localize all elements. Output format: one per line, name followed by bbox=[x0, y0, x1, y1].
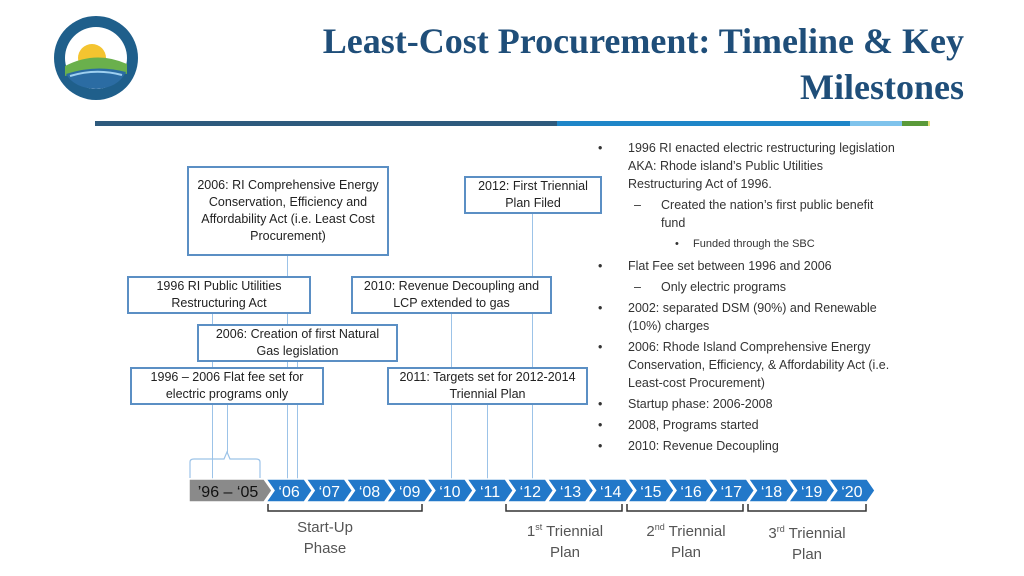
timeline-year-label: ‘16 bbox=[680, 484, 701, 501]
bullet-item: • 2008, Programs started bbox=[598, 418, 759, 432]
phase-label-startup: Start-Up Phase bbox=[297, 519, 353, 557]
timeline-year-label: ‘19 bbox=[801, 484, 822, 501]
timeline-year-label: ‘20 bbox=[841, 484, 862, 501]
sub-bullet-item: – Created the nation’s first public benef… bbox=[634, 198, 874, 230]
timeline-segment-year bbox=[385, 478, 434, 503]
bullet-item: • Flat Fee set between 1996 and 2006 bbox=[598, 259, 832, 273]
bracket-triennial-2 bbox=[626, 504, 744, 512]
timeline-segment-year bbox=[706, 478, 756, 503]
divider-bar-yellow bbox=[928, 121, 930, 126]
milestone-1996-2006-flatfee: 1996 – 2006 Flat fee set for electric pr… bbox=[130, 367, 324, 405]
timeline-year-label: ‘14 bbox=[600, 484, 621, 501]
bracket-1996-2005 bbox=[189, 450, 261, 478]
timeline-segment-1996-2005 bbox=[188, 478, 273, 503]
bullet-item: • 2010: Revenue Decoupling bbox=[598, 439, 779, 453]
bullet-item: • 1996 RI enacted electric restructuring … bbox=[598, 141, 895, 191]
connector-line bbox=[532, 212, 533, 479]
sub-sub-bullet-item: • Funded through the SBC bbox=[675, 238, 815, 250]
timeline-segment-year bbox=[304, 478, 354, 503]
sub-bullet-item: – Only electric programs bbox=[634, 280, 787, 294]
timeline-segment-year bbox=[746, 478, 796, 503]
timeline-year-label: ‘13 bbox=[560, 484, 581, 501]
timeline-year-label: ‘15 bbox=[640, 484, 661, 501]
timeline-segment-year bbox=[666, 478, 716, 503]
timeline-segment-year bbox=[626, 478, 675, 503]
milestone-2006-gas: 2006: Creation of first Natural Gas legi… bbox=[197, 324, 398, 362]
timeline-label-1996-2005: ’96 – ‘05 bbox=[198, 484, 259, 501]
timeline-year-label: ‘18 bbox=[761, 484, 782, 501]
connector-line bbox=[297, 360, 298, 479]
milestone-2011-targets: 2011: Targets set for 2012-2014 Triennia… bbox=[387, 367, 588, 405]
timeline-segment-year bbox=[264, 478, 314, 503]
timeline-segment-year bbox=[465, 478, 515, 503]
bracket-triennial-1 bbox=[505, 504, 623, 512]
page-title: Least-Cost Procurement: Timeline & Key M… bbox=[322, 21, 964, 107]
bracket-startup bbox=[267, 504, 423, 512]
timeline-segment-year bbox=[586, 478, 635, 503]
phase-label-triennial-1: 1st Triennial Plan bbox=[526, 522, 604, 561]
divider-bar-blue bbox=[557, 121, 850, 126]
phase-label-triennial-2: 2nd Triennial Plan bbox=[646, 522, 726, 561]
divider-bar-navy bbox=[95, 121, 557, 126]
divider-bar-green bbox=[902, 121, 928, 126]
timeline-year-label: ‘12 bbox=[520, 484, 541, 501]
bullet-item: • 2002: separated DSM (90%) and Renewable… bbox=[598, 301, 877, 333]
timeline-year-label: ‘11 bbox=[480, 484, 500, 501]
timeline-segment-year bbox=[344, 478, 394, 503]
timeline-year-label: ‘17 bbox=[721, 484, 742, 501]
timeline-year-label: ‘09 bbox=[399, 484, 420, 501]
timeline-segment-year bbox=[827, 478, 876, 503]
milestone-2010-decoupling: 2010: Revenue Decoupling and LCP extende… bbox=[351, 276, 552, 314]
timeline-segment-year bbox=[787, 478, 836, 503]
bullet-list: • 1996 RI enacted electric restructuring … bbox=[598, 139, 898, 458]
milestone-2012-plan: 2012: First Triennial Plan Filed bbox=[464, 176, 602, 214]
milestone-2006-act: 2006: RI Comprehensive Energy Conservati… bbox=[187, 166, 389, 256]
milestone-1996-act: 1996 RI Public Utilities Restructuring A… bbox=[127, 276, 311, 314]
timeline-year-label: ‘07 bbox=[319, 484, 340, 501]
timeline-segment-year bbox=[505, 478, 555, 503]
phase-label-triennial-3: 3rd Triennial Plan bbox=[768, 524, 846, 563]
timeline-year-label: ‘10 bbox=[439, 484, 460, 501]
timeline-year-label: ‘08 bbox=[359, 484, 380, 501]
timeline-segment-year bbox=[545, 478, 595, 503]
timeline-year-label: ‘06 bbox=[278, 484, 299, 501]
divider-bar-lightblue bbox=[850, 121, 902, 126]
connector-line bbox=[487, 402, 488, 479]
bullet-item: • Startup phase: 2006-2008 bbox=[598, 397, 773, 411]
bullet-item: • 2006: Rhode Island Comprehensive Energy… bbox=[598, 340, 890, 390]
connector-line bbox=[227, 402, 228, 453]
bracket-triennial-3 bbox=[747, 504, 867, 512]
state-seal-logo bbox=[52, 14, 140, 102]
timeline-segment-year bbox=[425, 478, 474, 503]
